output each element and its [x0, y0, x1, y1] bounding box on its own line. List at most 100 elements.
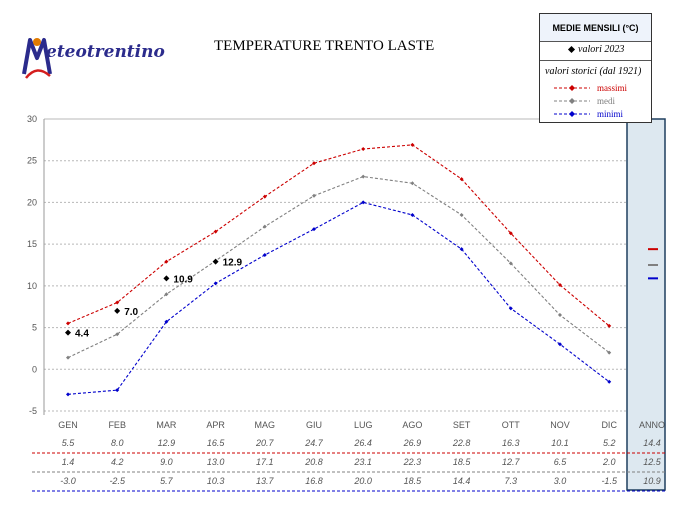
table-cell-mean: 12.7: [502, 457, 521, 467]
legend: MEDIE MENSILI (°C) valori 2023 valori st…: [539, 13, 652, 123]
logo-m-icon: [22, 38, 52, 79]
data-point-min: [361, 200, 366, 205]
table-cell-max: 22.8: [452, 438, 471, 448]
legend-heading: MEDIE MENSILI (°C): [540, 14, 651, 42]
table-cell-min: 7.3: [505, 476, 518, 486]
annual-panel: [626, 118, 666, 491]
data-point-mean: [508, 261, 513, 266]
data-point-mean: [66, 355, 70, 360]
data-point-max: [410, 142, 415, 147]
table-cell-max: 10.1: [551, 438, 569, 448]
current-year-label: 12.9: [223, 258, 243, 269]
legend-current-marker: [567, 45, 576, 54]
meteotrentino-logo: eteotrentino: [22, 34, 172, 80]
table-cell-max: 8.0: [111, 438, 124, 448]
data-point-min: [459, 247, 464, 252]
data-point-min: [410, 212, 415, 217]
data-point-max: [508, 231, 513, 236]
table-cell-max: 12.9: [158, 438, 176, 448]
table-cell-min: -3.0: [60, 476, 76, 486]
x-tick-label: GEN: [58, 420, 78, 430]
current-year-point: [212, 258, 219, 265]
table-cell-mean: 23.1: [353, 457, 372, 467]
data-point-min: [508, 306, 513, 311]
data-point-max: [115, 300, 120, 305]
table-annual-cell-max: 14.4: [643, 438, 661, 448]
data-point-mean: [459, 212, 464, 217]
data-point-min: [558, 342, 562, 347]
chart-title: TEMPERATURE TRENTO LASTE: [214, 38, 435, 54]
current-year-point: [163, 275, 170, 282]
series-line-mean: [67, 176, 610, 359]
table-cell-mean: 20.8: [304, 457, 323, 467]
y-tick-label: 25: [27, 156, 37, 166]
table-cell-min: 20.0: [353, 476, 372, 486]
table-cell-max: 20.7: [255, 438, 275, 448]
table-cell-min: 14.4: [453, 476, 471, 486]
x-tick-label: FEB: [108, 420, 126, 430]
current-year-label: 4.4: [75, 329, 89, 340]
data-point-max: [66, 321, 70, 326]
table-cell-mean: 9.0: [160, 457, 173, 467]
data-point-min: [262, 252, 267, 257]
data-point-max: [312, 161, 316, 166]
table-cell-max: 5.2: [603, 438, 616, 448]
table-cell-max: 26.9: [403, 438, 422, 448]
table-cell-mean: 22.3: [403, 457, 422, 467]
y-tick-label: 20: [27, 197, 37, 207]
legend-max-label: massimi: [597, 83, 628, 93]
data-point-max: [607, 323, 612, 328]
y-tick-label: 30: [27, 114, 37, 124]
x-tick-label: LUG: [354, 420, 373, 430]
x-tick-label: GIU: [306, 420, 322, 430]
x-tick-label: OTT: [502, 420, 520, 430]
current-year-point: [65, 329, 71, 336]
table-cell-mean: 6.5: [554, 457, 568, 467]
legend-historic-label: valori storici (dal 1921): [545, 66, 642, 77]
legend-mean-line-icon: [554, 98, 590, 104]
data-point-max: [459, 177, 464, 182]
data-point-max: [213, 229, 218, 234]
legend-mean-label: medi: [597, 96, 615, 106]
legend-min-label: minimi: [597, 109, 624, 119]
series-line-min: [67, 201, 610, 395]
logo-text: eteotrentino: [46, 42, 165, 62]
table-cell-min: 18.5: [404, 476, 423, 486]
y-tick-label: -5: [29, 406, 37, 416]
legend-max-line-icon: [554, 85, 590, 91]
series-line-max: [67, 144, 610, 327]
table-cell-mean: 4.2: [111, 457, 124, 467]
data-point-min: [213, 281, 218, 286]
x-tick-label: MAG: [255, 420, 276, 430]
data-point-min: [115, 388, 120, 393]
data-point-mean: [312, 193, 316, 198]
data-point-min: [312, 227, 316, 232]
table-cell-max: 16.3: [502, 438, 520, 448]
table-cell-max: 24.7: [304, 438, 324, 448]
table-cell-max: 16.5: [207, 438, 226, 448]
x-tick-label: APR: [206, 420, 225, 430]
legend-current-label: valori 2023: [578, 44, 625, 55]
data-point-mean: [361, 174, 366, 179]
data-point-max: [558, 283, 562, 288]
data-point-mean: [607, 350, 612, 355]
data-point-max: [361, 147, 366, 152]
y-tick-label: 0: [32, 364, 37, 374]
y-tick-label: 10: [27, 281, 37, 291]
y-tick-label: 15: [27, 239, 37, 249]
legend-divider: [540, 60, 651, 61]
data-point-min: [164, 319, 169, 324]
x-tick-label: NOV: [550, 420, 570, 430]
x-tick-label: MAR: [156, 420, 177, 430]
table-cell-min: 10.3: [207, 476, 225, 486]
data-point-mean: [164, 292, 169, 297]
current-year-label: 7.0: [124, 307, 138, 318]
current-year-label: 10.9: [173, 274, 193, 285]
table-cell-mean: 18.5: [453, 457, 472, 467]
data-point-min: [607, 379, 612, 384]
table-cell-mean: 17.1: [256, 457, 274, 467]
table-cell-min: 13.7: [256, 476, 275, 486]
table-annual-cell-mean: 12.5: [643, 457, 662, 467]
x-tick-label: AGO: [402, 420, 422, 430]
